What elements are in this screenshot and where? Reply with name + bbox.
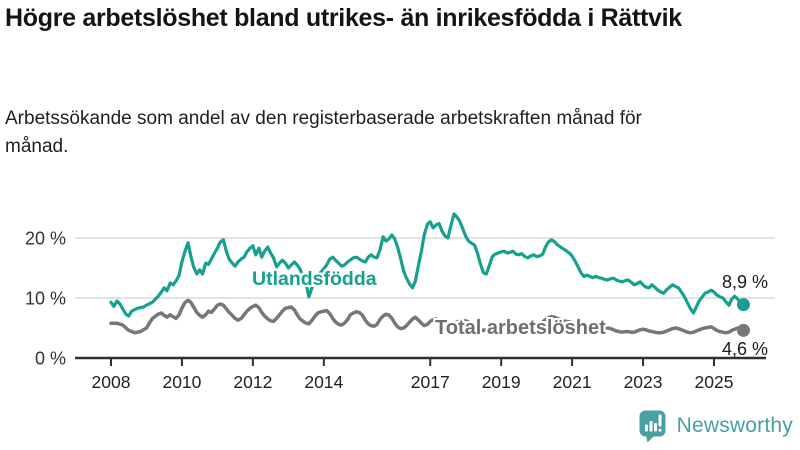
x-tick-label: 2017 <box>411 372 450 392</box>
series-line-utlandsfodda <box>109 212 746 318</box>
series-end-dot-utlandsfodda <box>736 298 750 312</box>
x-tick-label: 2021 <box>553 372 592 392</box>
newsworthy-logo-icon <box>639 410 666 443</box>
x-tick-label: 2014 <box>304 372 343 392</box>
y-tick-label: 20 % <box>25 229 66 249</box>
end-value-label-total: 4,6 % <box>721 339 768 359</box>
x-tick-label: 2010 <box>162 372 201 392</box>
end-value-label-utlandsfodda: 8,9 % <box>721 272 768 292</box>
x-tick-label: 2008 <box>92 372 131 392</box>
x-tick-label: 2025 <box>695 372 734 392</box>
series-end-dot-total-arbetsloshet <box>736 323 750 337</box>
newsworthy-logo: Newsworthy <box>638 409 793 443</box>
series-label-utlandsfodda: Utlandsfödda <box>252 268 377 290</box>
newsworthy-logo-text: Newsworthy <box>676 414 793 437</box>
series-line-total-arbetsloshet <box>109 298 746 335</box>
chart-title: Högre arbetslöshet bland utrikes- än inr… <box>5 4 682 32</box>
y-tick-label: 10 % <box>25 289 66 309</box>
x-tick-label: 2012 <box>233 372 272 392</box>
x-tick-label: 2019 <box>482 372 521 392</box>
x-tick-label: 2023 <box>624 372 663 392</box>
chart-subtitle: Arbetssökande som andel av den registerb… <box>5 108 642 157</box>
series-label-total-arbetsloshet: Total arbetslöshet <box>435 317 606 339</box>
y-tick-label: 0 % <box>35 349 66 369</box>
